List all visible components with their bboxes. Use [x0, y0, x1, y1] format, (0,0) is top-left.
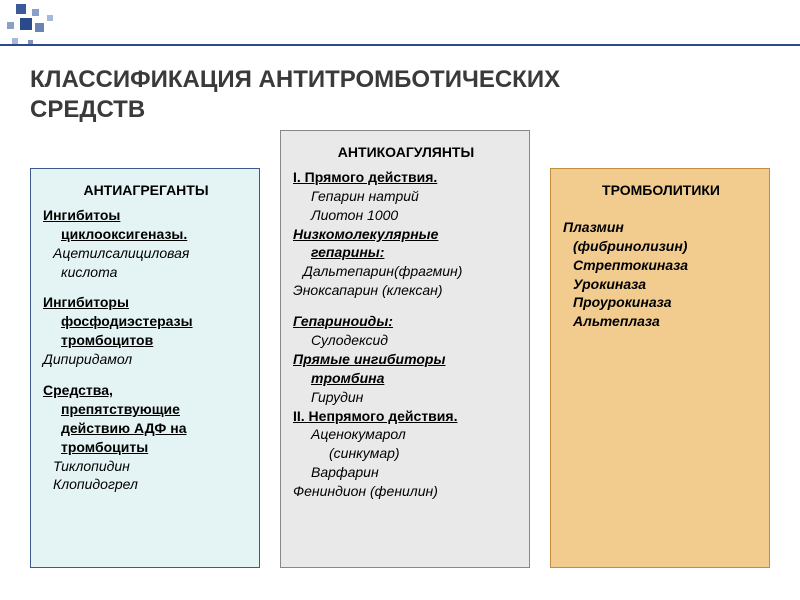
text-line: Ингибиторы	[43, 293, 249, 312]
text-line: Клопидогрел	[43, 475, 249, 494]
decorative-squares	[0, 0, 800, 50]
decor-line	[0, 44, 800, 46]
text-line: действию АДФ на	[43, 419, 249, 438]
text-line: I. Прямого действия.	[293, 168, 519, 187]
text-line: циклооксигеназы.	[43, 225, 249, 244]
column-thrombolytics: ТРОМБОЛИТИКИ Плазмин(фибринолизин)Стрепт…	[550, 168, 770, 568]
text-line: Сулодексид	[293, 331, 519, 350]
spacer	[43, 281, 249, 293]
text-line: препятствующие	[43, 400, 249, 419]
col2-title: АНТИКОАГУЛЯНТЫ	[293, 143, 519, 162]
text-line: Дипиридамол	[43, 350, 249, 369]
text-line: Ингибитоы	[43, 206, 249, 225]
text-line: Прямые ингибиторы	[293, 350, 519, 369]
decor-square	[32, 9, 39, 16]
text-line: тромбоциты	[43, 438, 249, 457]
col1-title: АНТИАГРЕГАНТЫ	[43, 181, 249, 200]
col3-body: Плазмин(фибринолизин)СтрептокиназаУрокин…	[563, 206, 759, 331]
col2-body: I. Прямого действия.Гепарин натрийЛиотон…	[293, 168, 519, 501]
col3-title: ТРОМБОЛИТИКИ	[563, 181, 759, 200]
column-anticoagulants: АНТИКОАГУЛЯНТЫ I. Прямого действия.Гепар…	[280, 130, 530, 568]
title-line1: КЛАССИФИКАЦИЯ АНТИТРОМБОТИЧЕСКИХ	[30, 66, 560, 93]
col1-body: Ингибитоыциклооксигеназы.Ацетилсалицилов…	[43, 206, 249, 494]
text-line: гепарины:	[293, 243, 519, 262]
decor-square	[16, 4, 26, 14]
text-line: Низкомолекулярные	[293, 225, 519, 244]
text-line: Ацетилсалициловая	[43, 244, 249, 263]
text-line: тромбина	[293, 369, 519, 388]
text-line: Дальтепарин(фрагмин)	[293, 262, 519, 281]
text-line: Фениндион (фенилин)	[293, 482, 519, 501]
text-line: Варфарин	[293, 463, 519, 482]
text-line: Аценокумарол	[293, 425, 519, 444]
spacer	[563, 206, 759, 218]
text-line: кислота	[43, 263, 249, 282]
decor-square	[35, 23, 44, 32]
page-title: КЛАССИФИКАЦИЯ АНТИТРОМБОТИЧЕСКИХ СРЕДСТВ	[30, 65, 560, 125]
text-line: Тиклопидин	[43, 457, 249, 476]
text-line: Плазмин	[563, 218, 759, 237]
spacer	[43, 369, 249, 381]
text-line: Эноксапарин (клексан)	[293, 281, 519, 300]
text-line: (фибринолизин)	[563, 237, 759, 256]
text-line: Средства,	[43, 381, 249, 400]
column-antiaggregants: АНТИАГРЕГАНТЫ Ингибитоыциклооксигеназы.А…	[30, 168, 260, 568]
text-line: (синкумар)	[293, 444, 519, 463]
text-line: Лиотон 1000	[293, 206, 519, 225]
text-line: Гирудин	[293, 388, 519, 407]
decor-square	[7, 22, 14, 29]
text-line: Альтеплаза	[563, 312, 759, 331]
text-line: Гепарин натрий	[293, 187, 519, 206]
spacer	[293, 300, 519, 312]
text-line: Гепариноиды:	[293, 312, 519, 331]
text-line: фосфодиэстеразы	[43, 312, 249, 331]
title-line2: СРЕДСТВ	[30, 96, 145, 123]
text-line: Урокиназа	[563, 275, 759, 294]
text-line: Стрептокиназа	[563, 256, 759, 275]
decor-square	[20, 18, 32, 30]
text-line: Проурокиназа	[563, 293, 759, 312]
text-line: тромбоцитов	[43, 331, 249, 350]
decor-square	[47, 15, 53, 21]
text-line: II. Непрямого действия.	[293, 407, 519, 426]
